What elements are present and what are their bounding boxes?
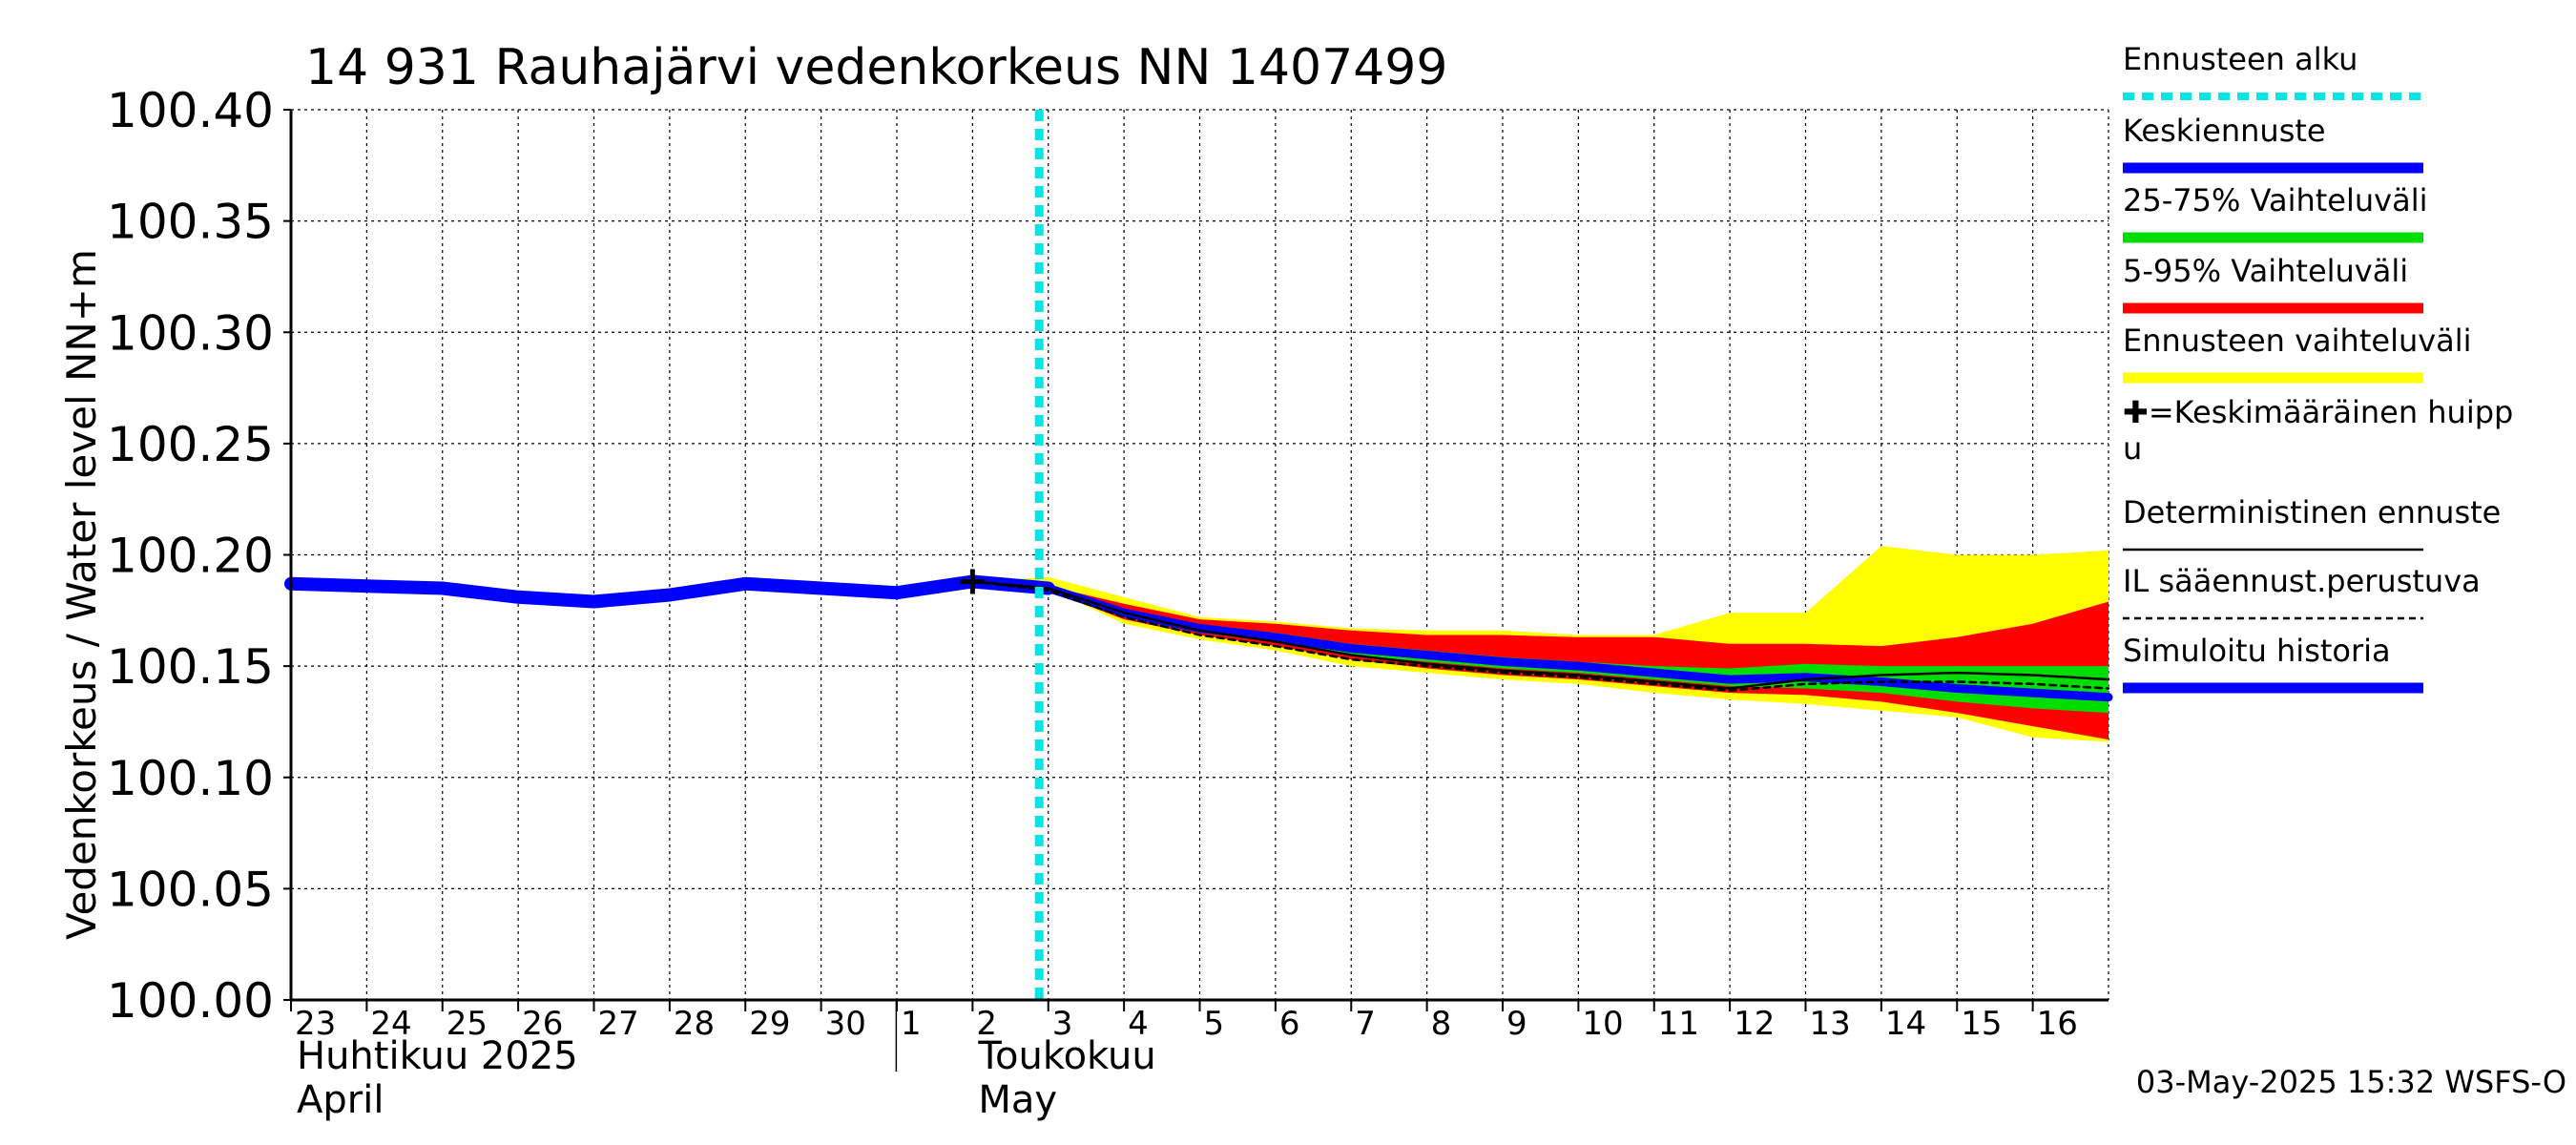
axes (283, 109, 2109, 1072)
x-tick-labels: 23 24 25 26 27 28 29 30 1 2 3 4 5 6 7 8 9 10 11 12 13 14 15 16H… (295, 1005, 2078, 1122)
series-deterministinen-ennuste (971, 580, 2110, 690)
y-axis-label: Vedenkorkeus / Water level NN+m (58, 249, 105, 940)
month-label-fi: Huhtikuu 2025 (297, 1034, 578, 1078)
legend-label: u (2123, 430, 2142, 467)
grid (291, 109, 2109, 1000)
chart-title: 14 931 Rauhajärvi vedenkorkeus NN 140749… (305, 39, 1447, 96)
x-tick-label: 11 (1658, 1005, 1699, 1043)
y-tick-label: 100.15 (107, 639, 274, 695)
y-tick-label: 100.30 (107, 305, 274, 361)
series-il-s-ennust-perustuva (971, 580, 2110, 693)
peak-marker (960, 569, 986, 594)
x-tick-label: 7 (1355, 1005, 1376, 1043)
legend-label: Simuloitu historia (2123, 633, 2391, 669)
x-tick-label: 30 (825, 1005, 866, 1043)
y-tick-label: 100.40 (107, 83, 274, 138)
timestamp: 03-May-2025 15:32 WSFS-O (2136, 1064, 2566, 1100)
y-tick-label: 100.00 (107, 973, 274, 1029)
x-tick-label: 23 (295, 1005, 336, 1043)
forecast-bands (972, 546, 2109, 742)
y-tick-label: 100.20 (107, 529, 274, 584)
series-lines (284, 110, 2113, 1000)
series-simuloitu-historia (284, 574, 1055, 609)
month-label-en: April (297, 1078, 384, 1122)
y-tick-label: 100.10 (107, 751, 274, 806)
x-tick-label: 24 (370, 1005, 411, 1043)
month-label-en: May (978, 1078, 1057, 1122)
legend-label: Deterministinen ennuste (2123, 494, 2501, 531)
x-tick-label: 2 (976, 1005, 997, 1043)
x-tick-label: 10 (1582, 1005, 1623, 1043)
x-tick-label: 3 (1052, 1005, 1073, 1043)
x-tick-label: 27 (598, 1005, 639, 1043)
x-tick-label: 25 (447, 1005, 488, 1043)
x-tick-label: 28 (674, 1005, 715, 1043)
x-tick-label: 12 (1734, 1005, 1775, 1043)
x-tick-label: 9 (1506, 1005, 1527, 1043)
legend-label: Keskiennuste (2123, 113, 2326, 149)
x-tick-label: 29 (749, 1005, 790, 1043)
x-tick-label: 5 (1204, 1005, 1225, 1043)
x-tick-label: 15 (1961, 1005, 2002, 1043)
legend: Ennusteen alku Keskiennuste 25-75% Vaihtel… (2123, 41, 2513, 694)
legend-label: ✚=Keskimääräinen huipp (2123, 394, 2513, 430)
legend-label: 5-95% Vaihteluväli (2123, 253, 2408, 289)
x-tick-label: 13 (1810, 1005, 1851, 1043)
y-tick-label: 100.05 (107, 862, 274, 917)
month-label-fi: Toukokuu (977, 1034, 1155, 1078)
x-tick-label: 14 (1885, 1005, 1926, 1043)
x-tick-label: 16 (2037, 1005, 2078, 1043)
x-tick-label: 26 (522, 1005, 563, 1043)
x-tick-label: 6 (1279, 1005, 1300, 1043)
x-tick-label: 8 (1431, 1005, 1452, 1043)
y-tick-label: 100.35 (107, 195, 274, 250)
x-tick-label: 1 (901, 1005, 922, 1043)
legend-label: Ennusteen vaihteluväli (2123, 323, 2472, 359)
legend-label: Ennusteen alku (2123, 41, 2358, 77)
legend-label: IL sääennust.perustuva (2123, 563, 2481, 599)
legend-label: 25-75% Vaihteluväli (2123, 182, 2427, 219)
x-tick-label: 4 (1128, 1005, 1149, 1043)
y-tick-labels: 100.00 100.05 100.10 100.15 100.20 100.25 100.… (107, 83, 274, 1029)
y-tick-label: 100.25 (107, 417, 274, 472)
